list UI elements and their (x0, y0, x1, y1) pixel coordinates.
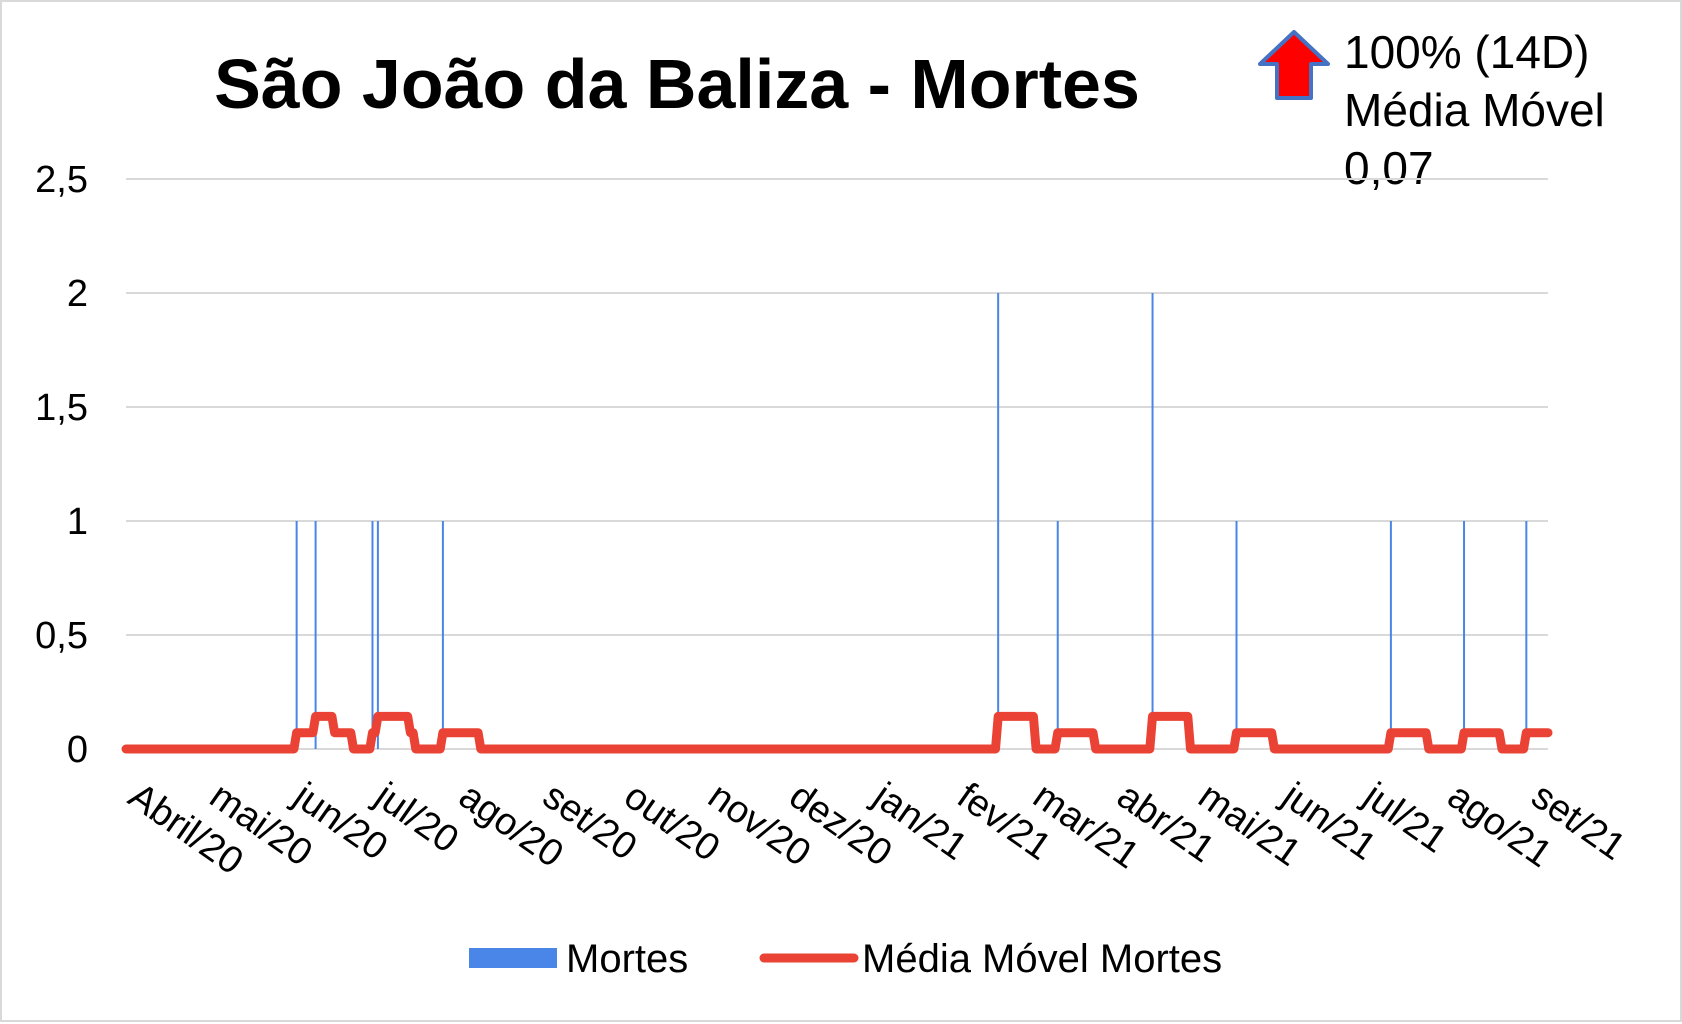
chart-title: São João da Baliza - Mortes (214, 45, 1140, 123)
legend-swatch-mortes (469, 948, 557, 968)
legend-label-mortes: Mortes (566, 937, 688, 981)
series-media-movel (121, 711, 1553, 754)
bar (1525, 521, 1528, 749)
bar (1389, 521, 1392, 749)
bar (1151, 293, 1154, 749)
bar (371, 521, 374, 749)
bar (1235, 521, 1238, 749)
series-mortes (295, 293, 1528, 749)
legend-label-media-movel: Média Móvel Mortes (862, 937, 1222, 981)
bar (441, 521, 444, 749)
moving-average-line (121, 711, 1553, 754)
gridlines (126, 178, 1548, 750)
bar (295, 521, 298, 749)
y-tick-label: 2,5 (35, 159, 88, 201)
y-tick-label: 0,5 (35, 615, 88, 657)
y-tick-label: 1 (67, 501, 88, 543)
annotation-box: 100% (14D) Média Móvel 0,07 (1258, 26, 1605, 194)
annotation-line-3: 0,07 (1344, 142, 1434, 194)
bar (376, 521, 379, 749)
x-axis: Abril/20mai/20jun/20jul/20ago/20set/20ou… (121, 774, 1633, 883)
bar (1463, 521, 1466, 749)
bar (997, 293, 1000, 749)
annotation-line-2: Média Móvel (1344, 84, 1605, 136)
y-tick-label: 1,5 (35, 387, 88, 429)
legend: Mortes Média Móvel Mortes (469, 937, 1222, 981)
y-tick-label: 2 (67, 273, 88, 315)
bar (314, 521, 317, 749)
y-tick-label: 0 (67, 729, 88, 771)
up-arrow-icon (1258, 30, 1330, 100)
annotation-line-1: 100% (14D) (1344, 26, 1589, 78)
bar (1056, 521, 1059, 749)
x-tick-label: out/20 (617, 775, 728, 870)
y-axis: 0 0,5 1 1,5 2 2,5 (35, 159, 88, 771)
